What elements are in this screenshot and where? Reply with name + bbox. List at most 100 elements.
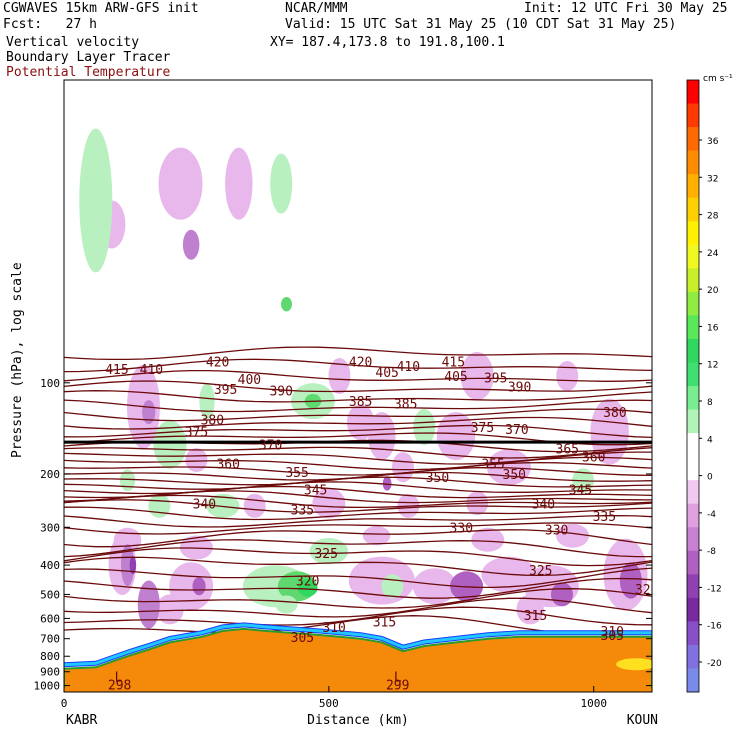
w-blob-54 <box>619 562 642 599</box>
theta-line-8 <box>64 424 652 439</box>
w-blob-29 <box>148 493 171 518</box>
theta-label-2: 420 <box>206 355 229 370</box>
x-tick-label-500: 500 <box>319 697 339 710</box>
theta-label-34: 330 <box>545 523 568 538</box>
theta-line-1 <box>64 358 652 373</box>
w-blob-25 <box>590 398 629 465</box>
w-blob-38 <box>556 523 590 548</box>
theta-line-6 <box>64 408 652 422</box>
w-blob-11 <box>185 448 208 473</box>
colorbar-tick-label-9: 0 <box>707 473 713 483</box>
w-blob-19 <box>392 452 415 483</box>
w-blob-21 <box>436 412 476 461</box>
colorbar-cell-15 <box>687 433 699 458</box>
colorbar-cell-11 <box>687 338 699 363</box>
x-endpoint-right: KOUN <box>627 713 658 728</box>
colorbar-tick-label-11: -8 <box>707 547 716 557</box>
colorbar-cell-6 <box>687 221 699 246</box>
theta-label-13: 385 <box>349 395 372 410</box>
theta-label-23: 350 <box>503 468 526 483</box>
x-endpoint-left: KABR <box>66 713 97 728</box>
w-blob-9 <box>199 383 215 420</box>
theta-label-21: 360 <box>582 450 605 465</box>
y-tick-label-200: 200 <box>40 468 60 481</box>
theta-label-11: 395 <box>214 383 237 398</box>
colorbar-cell-18 <box>687 503 699 528</box>
w-blob-3 <box>182 229 200 260</box>
theta-line-14 <box>64 461 652 476</box>
theta-label-14: 385 <box>394 397 417 412</box>
init-time: Init: 12 UTC Fri 30 May 25 <box>524 1 728 16</box>
colorbar-cell-25 <box>687 668 699 693</box>
colorbar-cell-16 <box>687 456 699 481</box>
theta-line-27 <box>64 539 652 558</box>
colorbar: cm s⁻¹ 36 32 28 24 20 16 12 8 4 0 -4 -8 -12 -16 -20 <box>686 74 733 693</box>
org-title: NCAR/MMM <box>285 1 348 16</box>
w-blob-22 <box>460 352 494 401</box>
theta-label-27: 345 <box>304 483 327 498</box>
field-potential-temperature: Potential Temperature <box>6 65 171 80</box>
theta-label-24: 350 <box>426 471 449 486</box>
theta-line-4 <box>64 390 652 403</box>
theta-label-5: 415 <box>442 355 465 370</box>
theta-label-26: 360 <box>216 458 239 473</box>
colorbar-tick-label-2: 28 <box>707 212 719 222</box>
theta-line-7 <box>64 416 652 430</box>
w-blob-36 <box>362 526 391 546</box>
theta-label-41: 310 <box>601 625 624 640</box>
colorbar-cell-22 <box>687 597 699 622</box>
colorbar-unit: cm s⁻¹ <box>703 74 733 84</box>
theta-label-12: 390 <box>269 384 292 399</box>
theta-label-40: 315 <box>524 609 547 624</box>
colorbar-cell-24 <box>687 644 699 669</box>
w-blob-41 <box>129 556 137 575</box>
x-tick-label-1000: 1000 <box>580 697 607 710</box>
colorbar-tick-label-5: 16 <box>707 323 719 333</box>
colorbar-tick-label-13: -16 <box>707 622 722 632</box>
theta-line-32 <box>64 588 652 609</box>
colorbar-cell-5 <box>687 197 699 222</box>
theta-label-22: 355 <box>481 458 504 473</box>
theta-label-8: 395 <box>484 371 507 386</box>
theta-label-18: 375 <box>471 421 494 436</box>
theta-label-17: 375 <box>185 426 208 441</box>
theta-label-31: 335 <box>593 510 616 525</box>
colorbar-cell-19 <box>687 527 699 552</box>
theta-label-28: 345 <box>569 483 592 498</box>
theta-label-4: 410 <box>397 360 420 375</box>
colorbar-tick-label-4: 20 <box>707 286 719 296</box>
model-title: CGWAVES 15km ARW-GFS init <box>3 1 199 16</box>
w-blob-56 <box>137 580 160 629</box>
w-blob-30 <box>312 488 346 519</box>
colorbar-frame <box>686 79 700 693</box>
field-vertical-velocity: Vertical velocity <box>6 35 140 50</box>
w-blob-48 <box>412 568 457 605</box>
w-blob-4 <box>225 147 253 220</box>
field-boundary-layer-tracer: Boundary Layer Tracer <box>6 50 171 65</box>
plot-frame <box>63 79 653 693</box>
theta-line-3 <box>64 380 652 393</box>
w-blob-43 <box>192 577 206 596</box>
w-blob-59 <box>516 594 544 625</box>
theta-label-19: 370 <box>505 423 528 438</box>
y-tick-label-300: 300 <box>40 521 60 534</box>
colorbar-cell-13 <box>687 386 699 411</box>
theta-line-11 <box>64 446 652 459</box>
theta-label-16: 380 <box>201 413 224 428</box>
w-blob-57 <box>381 574 404 599</box>
theta-label-35: 325 <box>529 564 552 579</box>
theta-label-46: 299 <box>386 678 409 693</box>
colorbar-tick-label-8: 4 <box>707 435 713 445</box>
colorbar-tick-label-12: -12 <box>707 584 722 594</box>
y-tick-label-400: 400 <box>40 559 60 572</box>
vertical-velocity-shading <box>79 128 648 629</box>
theta-label-48: L <box>115 671 123 686</box>
theta-line-18 <box>64 481 652 495</box>
terrain-highlight <box>616 658 652 671</box>
theta-line-28 <box>64 547 652 567</box>
theta-line-0 <box>64 346 652 361</box>
theta-line-2 <box>64 369 652 382</box>
w-blob-37 <box>471 527 505 552</box>
